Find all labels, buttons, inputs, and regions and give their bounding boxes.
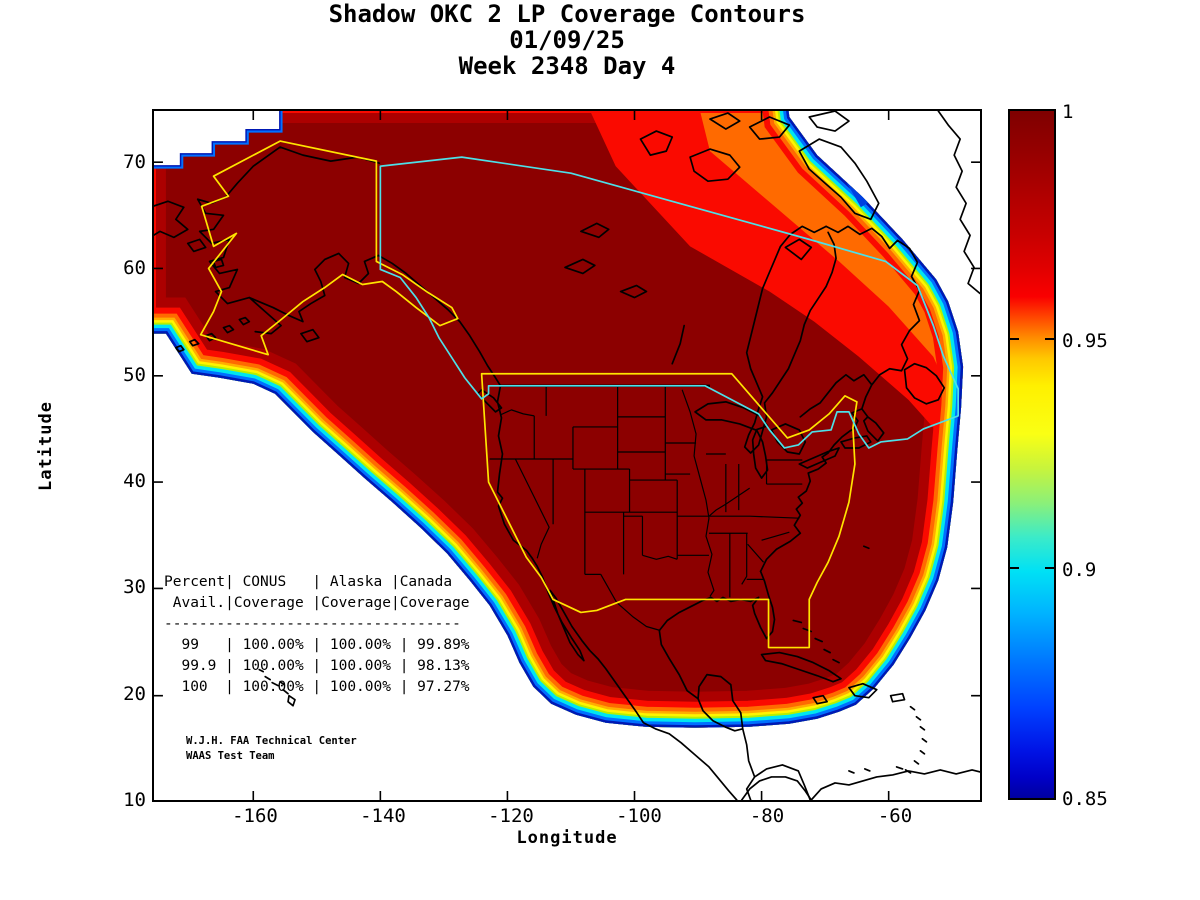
credit-annotation: W.J.H. FAA Technical Center WAAS Test Te… [186,734,357,762]
coverage-stats-table: Percent| CONUS | Alaska |Canada Avail.|C… [164,573,470,695]
newfoundland-coastline [903,362,946,405]
figure-title-block: Shadow OKC 2 LP Coverage Contours 01/09/… [152,1,982,79]
y-tick-label: 70 [123,151,146,173]
y-tick-label: 10 [123,789,146,811]
arctic-islands-coastline [639,111,880,261]
coverage-map [154,111,980,800]
alaska-coastline [174,146,502,387]
gulf-coast-coastline [658,570,776,700]
colorbar-tick-label: 1 [1062,101,1074,123]
central-america-coastline [697,673,812,800]
colorbar-notch [1045,338,1054,340]
coastlines [154,111,980,800]
siberia-coastline [154,200,225,269]
colorbar-notch [1045,567,1054,569]
axis-tick-marks [154,111,980,800]
x-axis-label: Longitude [516,828,618,848]
st-lawrence-labrador-coastline [799,225,921,418]
colorbar-tick-label: 0.9 [1062,559,1097,581]
figure-date: 01/09/25 [509,26,625,54]
hudson-bay-coastline [743,225,837,454]
alaska-boundary [199,140,459,356]
colorbar-notch [1010,567,1019,569]
map-plot-area: Percent| CONUS | Alaska |Canada Avail.|C… [152,109,982,802]
colorbar [1008,109,1056,800]
x-tick-label: -120 [488,805,534,827]
colorbar-tick-label: 0.85 [1062,788,1108,810]
hawaii-islands [258,668,296,707]
east-coast-coastline [759,408,885,573]
us-state-borders [489,385,803,632]
y-tick-label: 50 [123,364,146,386]
x-tick-label: -140 [360,805,406,827]
figure-title: Shadow OKC 2 LP Coverage Contours [328,0,806,28]
x-tick-label: -80 [749,805,785,827]
conus-boundary [480,372,858,649]
x-tick-label: -100 [616,805,662,827]
y-axis-label: Latitude [36,401,56,491]
south-america-coastline [740,766,980,800]
figure-week-day: Week 2348 Day 4 [458,52,676,80]
colorbar-tick-label: 0.95 [1062,330,1108,352]
x-tick-label: -160 [232,805,278,827]
y-tick-label: 30 [123,576,146,598]
staircase-white-notch [154,111,280,166]
y-tick-label: 40 [123,470,146,492]
canada-boundary [379,156,960,449]
grid-edge-staircase [154,111,283,169]
y-tick-label: 60 [123,257,146,279]
x-tick-label: -60 [877,805,913,827]
greenland-coastline [937,111,980,295]
service-boundaries-yellow [199,140,858,649]
canada-lakes-coastline [564,222,685,365]
colorbar-notch [1010,338,1019,340]
y-tick-label: 20 [123,683,146,705]
